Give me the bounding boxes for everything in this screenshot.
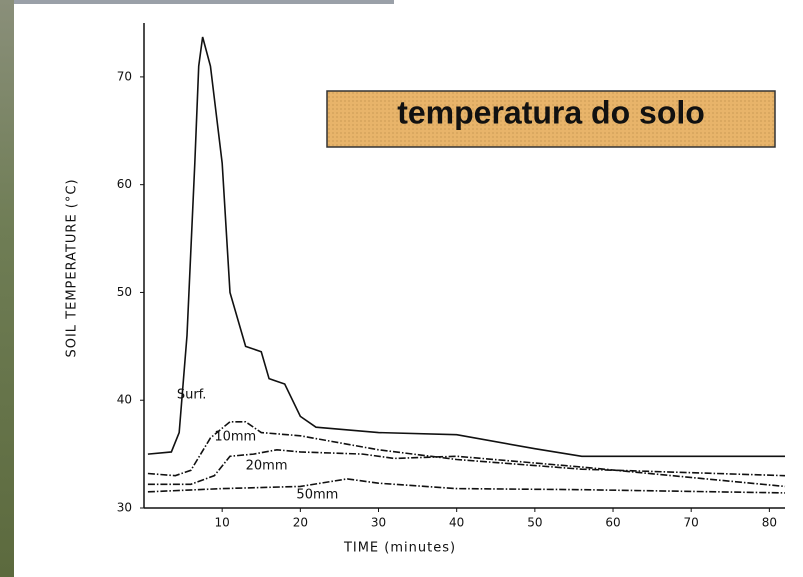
background-photo: [14, 0, 394, 4]
y-axis-label: SOIL TEMPERATURE (°C): [65, 178, 80, 357]
y-tick-label: 70: [117, 69, 132, 83]
x-tick-label: 80: [762, 516, 777, 530]
y-tick-label: 50: [117, 285, 132, 299]
series-label: 20mm: [246, 458, 288, 473]
series-label: 50mm: [296, 488, 338, 503]
x-tick-label: 40: [449, 516, 464, 530]
x-tick-label: 30: [371, 516, 386, 530]
x-axis-label: TIME (minutes): [343, 541, 456, 556]
x-tick-label: 60: [605, 516, 620, 530]
title-box: [326, 90, 776, 148]
background-photo: [0, 0, 14, 577]
x-tick-label: 50: [527, 516, 542, 530]
plot: 30 40 50 60 70 10 20 30 40 50 60 70 80 Surf. 10mm 20mm 5…: [117, 23, 786, 530]
series-line: [147, 478, 786, 494]
y-tick-label: 60: [117, 177, 132, 191]
chart-title: temperatura do solo: [397, 94, 705, 130]
series-line: [147, 36, 785, 458]
series-line: [147, 448, 786, 488]
series-label: 10mm: [214, 429, 256, 444]
y-tick-label: 30: [117, 501, 132, 515]
x-tick-label: 70: [684, 516, 699, 530]
x-tick-label: 20: [293, 516, 308, 530]
y-tick-label: 40: [117, 393, 132, 407]
series-line: [147, 420, 786, 477]
x-tick-label: 10: [215, 516, 230, 530]
series-label: Surf.: [177, 387, 207, 402]
